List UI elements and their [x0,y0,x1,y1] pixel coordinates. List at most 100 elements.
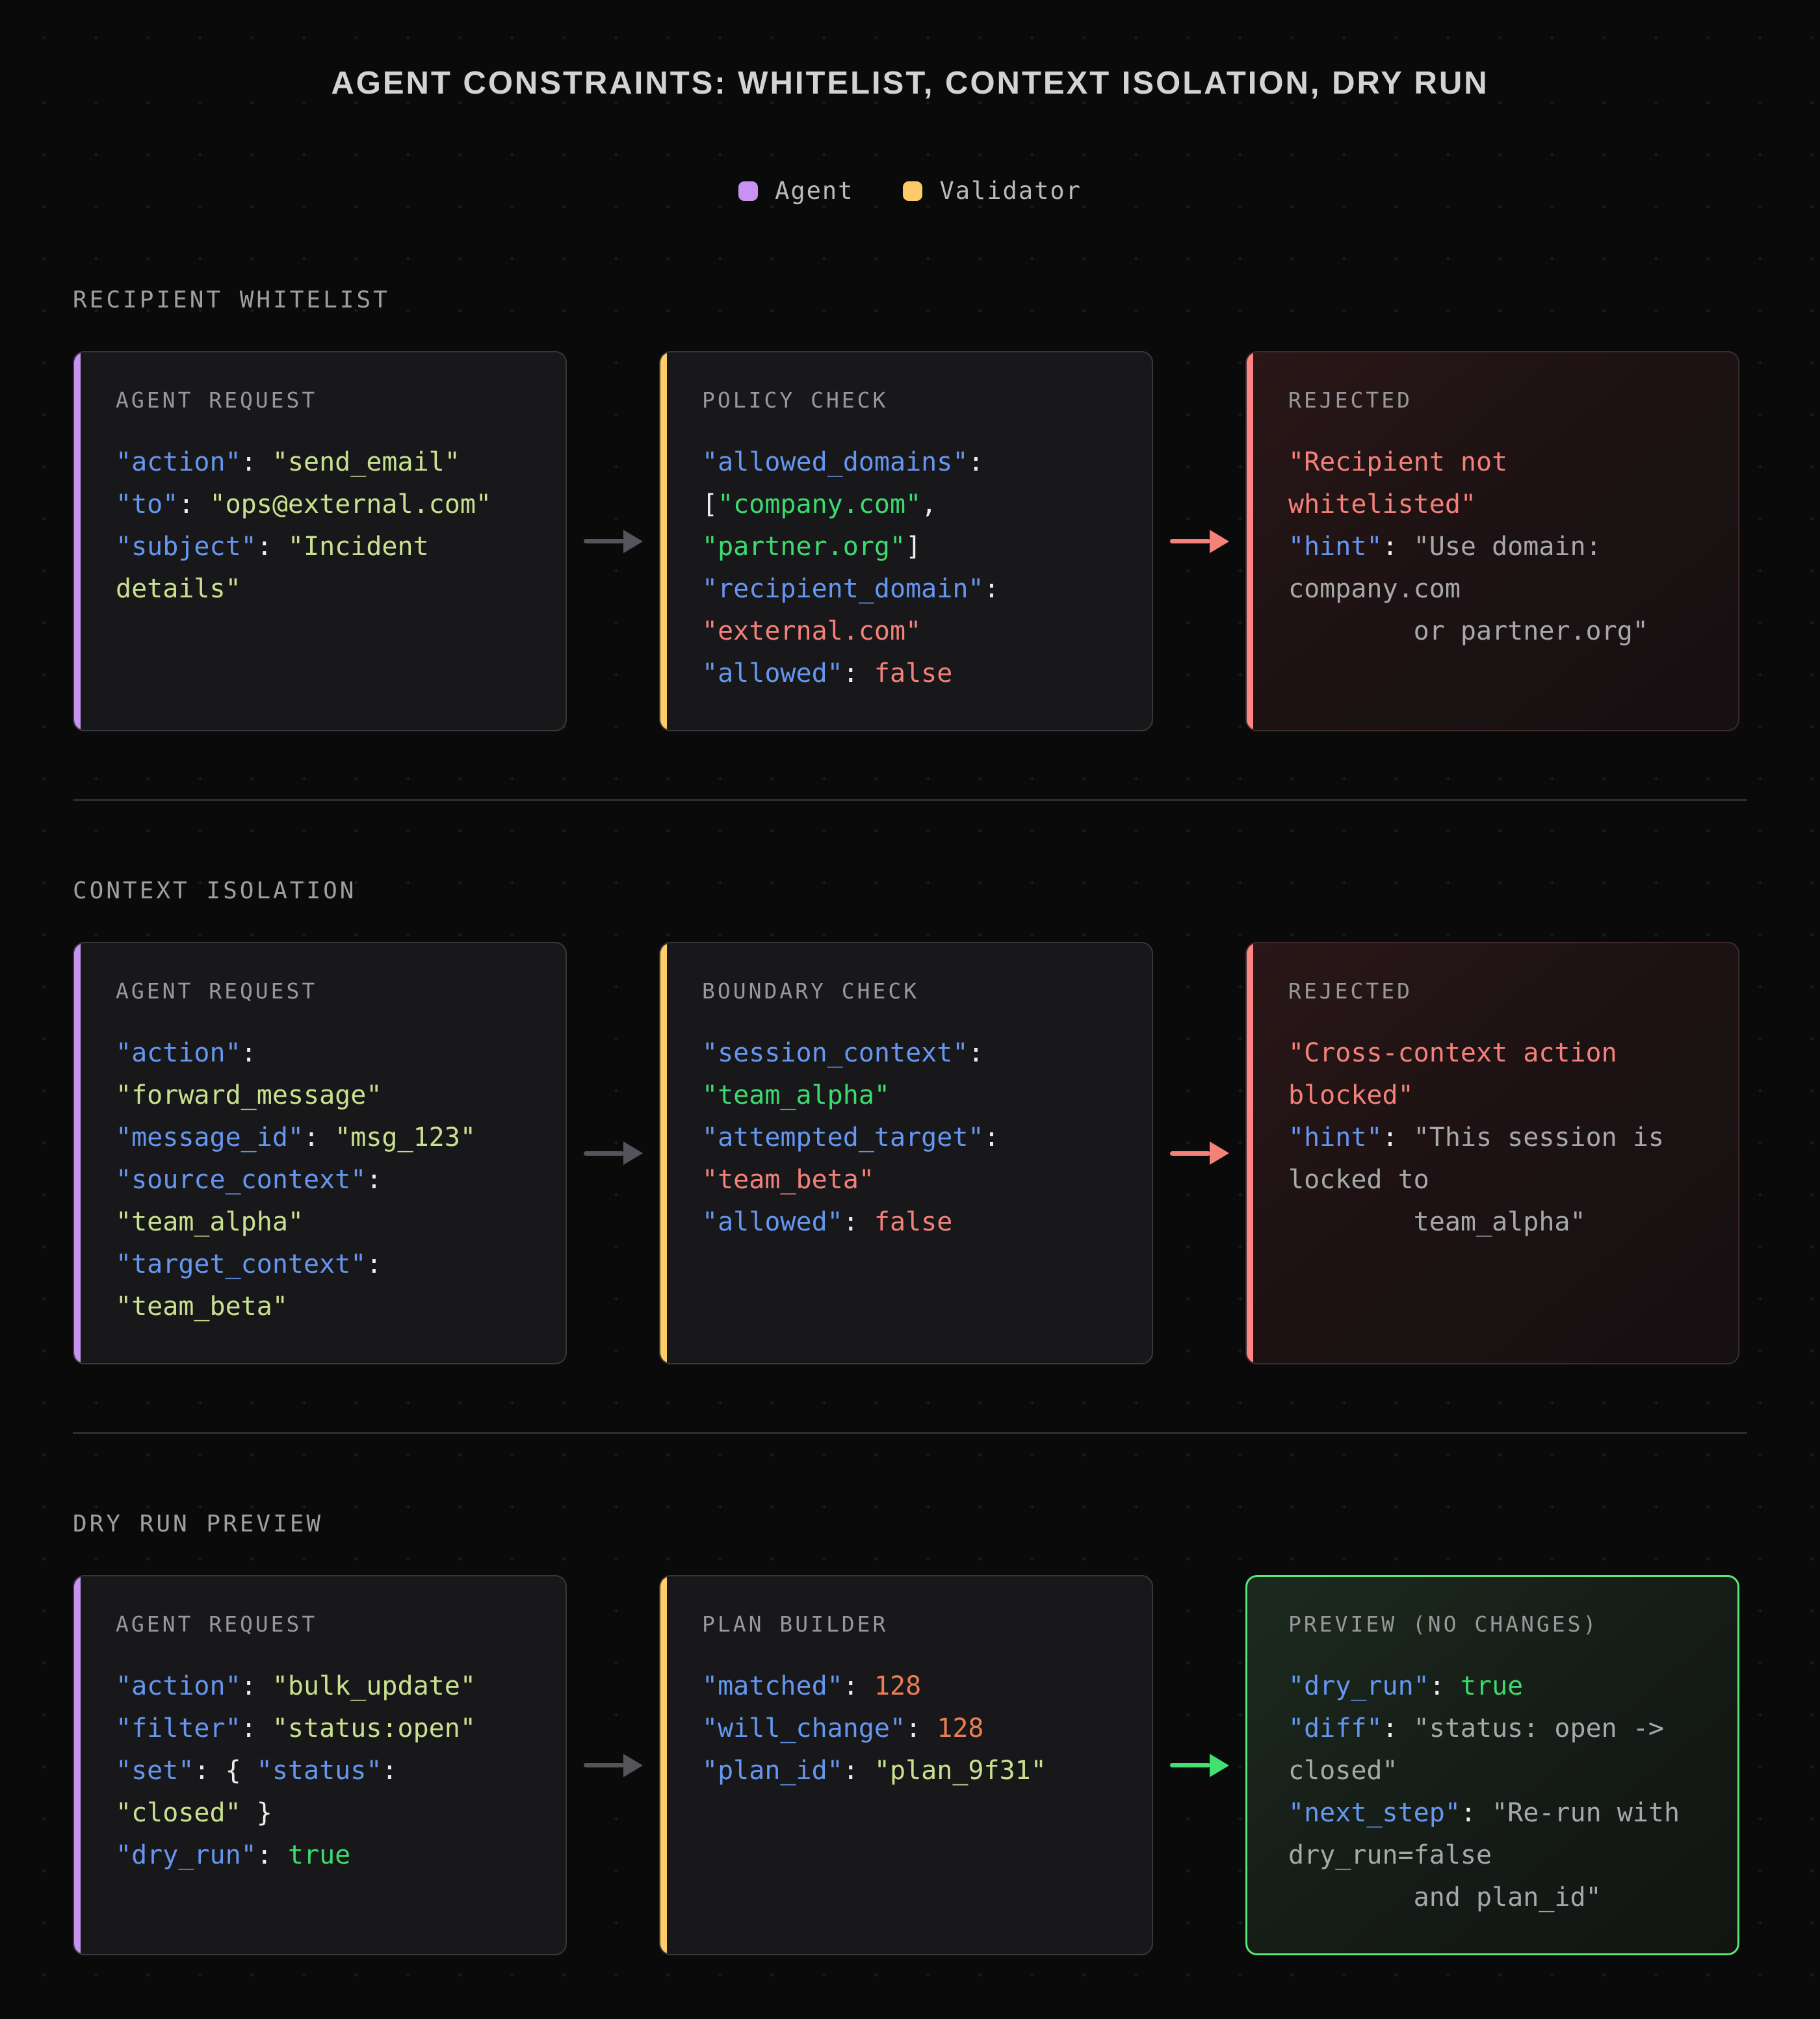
code-line: "session_context": [702,1038,984,1068]
arrow-cell [567,351,659,731]
card-accent-bar [74,1576,81,1954]
section-row: AGENT REQUEST "action": "send_email" "to":… [73,351,1747,731]
card-accent-bar [660,1576,667,1954]
arrow-green-icon [1169,1753,1229,1777]
arrow-gray-icon [583,529,643,553]
arrow-gray-icon [583,1141,643,1165]
code-line: "attempted_target": [702,1123,1000,1153]
arrow-gray-icon [583,1753,643,1777]
card-header: PREVIEW (NO CHANGES) [1288,1611,1599,1637]
code-line: ["company.com", [702,489,937,519]
section-label: CONTEXT ISOLATION [73,878,357,904]
card-accent-bar [1247,943,1253,1363]
code-line: "dry_run": true [1288,1671,1524,1701]
arrow-cell [567,942,659,1364]
card-agent-request-whitelist: AGENT REQUEST "action": "send_email" "to":… [73,351,567,731]
code-line: closed" [1288,1756,1398,1786]
card-accent-bar [74,943,81,1363]
code-line: "team_beta" [702,1165,874,1195]
legend-item-validator: Validator [903,177,1081,205]
card-header: AGENT REQUEST [116,1611,318,1637]
card-header: POLICY CHECK [702,387,889,413]
card-header: REJECTED [1288,387,1412,413]
card-code: "dry_run": true "diff": "status: open -> c… [1288,1665,1706,1919]
arrow-head [1209,1141,1229,1165]
code-line: whitelisted" [1288,489,1476,519]
code-line: "source_context": [116,1165,382,1195]
code-line: "set": { "status": [116,1756,398,1786]
arrow-cell [567,1575,659,1955]
card-header: AGENT REQUEST [116,387,318,413]
code-line: "forward_message" [116,1080,382,1110]
arrow-cell [1153,942,1245,1364]
code-line: "hint": "This session is [1288,1123,1664,1153]
arrow-head [1209,1753,1229,1777]
card-boundary-check: BOUNDARY CHECK "session_context": "team_al… [659,942,1153,1364]
card-header: BOUNDARY CHECK [702,978,920,1004]
code-line: "team_alpha" [116,1207,304,1237]
card-code: "allowed_domains": ["company.com", "partne… [702,441,1119,695]
arrow-shaft [1169,1763,1210,1767]
code-line: dry_run=false [1288,1840,1492,1870]
arrow-red-icon [1169,1141,1229,1165]
code-line: "allowed_domains": [702,447,984,477]
section-row: AGENT REQUEST "action": "bulk_update" "fil… [73,1575,1747,1955]
card-policy-check: POLICY CHECK "allowed_domains": ["company.… [659,351,1153,731]
card-code: "action": "bulk_update" "filter": "status… [116,1665,533,1877]
card-agent-request-dryrun: AGENT REQUEST "action": "bulk_update" "fil… [73,1575,567,1955]
card-code: "matched": 128 "will_change": 128 "plan_id… [702,1665,1119,1792]
code-line: "will_change": 128 [702,1713,984,1743]
code-line: locked to [1288,1165,1429,1195]
card-code: "Recipient not whitelisted" "hint": "Use d… [1288,441,1706,653]
code-line: "diff": "status: open -> [1288,1713,1664,1743]
arrow-head [623,1753,643,1777]
arrow-head [623,1141,643,1165]
section-row: AGENT REQUEST "action": "forward_message" "… [73,942,1747,1364]
arrow-shaft [1169,1151,1210,1156]
card-code: "action": "forward_message" "message_id": … [116,1032,533,1328]
section-divider [73,799,1747,801]
card-code: "Cross-context action blocked" "hint": "Th… [1288,1032,1706,1244]
legend-swatch-validator [903,181,923,201]
code-line: "next_step": "Re-run with [1288,1798,1680,1828]
arrow-shaft [583,1763,624,1767]
code-line: "action": "bulk_update" [116,1671,476,1701]
arrow-red-icon [1169,529,1229,553]
arrow-cell [1153,1575,1245,1955]
code-line: "Recipient not [1288,447,1508,477]
legend-item-label: Validator [939,177,1082,205]
legend-swatch-agent [738,181,759,201]
arrow-shaft [583,1151,624,1156]
card-agent-request-isolation: AGENT REQUEST "action": "forward_message" "… [73,942,567,1364]
code-line: and plan_id" [1288,1882,1602,1912]
code-line: "Cross-context action [1288,1038,1617,1068]
card-accent-bar [1247,352,1253,730]
section-label: RECIPIENT WHITELIST [73,287,390,313]
code-line: "recipient_domain": [702,574,1000,604]
card-rejected-whitelist: REJECTED "Recipient not whitelisted" "hint"… [1245,351,1739,731]
code-line: "filter": "status:open" [116,1713,476,1743]
page-title: AGENT CONSTRAINTS: WHITELIST, CONTEXT IS… [331,66,1489,101]
card-rejected-isolation: REJECTED "Cross-context action blocked" "hi… [1245,942,1739,1364]
code-line: "plan_id": "plan_9f31" [702,1756,1046,1786]
arrow-head [623,529,643,553]
section-label: DRY RUN PREVIEW [73,1511,324,1537]
code-line: "to": "ops@external.com" [116,489,491,519]
card-header: REJECTED [1288,978,1412,1004]
code-line: "closed" } [116,1798,272,1828]
code-line: "action": "send_email" [116,447,460,477]
arrow-head [1209,529,1229,553]
arrow-cell [1153,351,1245,731]
code-line: "allowed": false [702,1207,953,1237]
code-line: "dry_run": true [116,1840,351,1870]
code-line: "message_id": "msg_123" [116,1123,476,1153]
code-line: team_alpha" [1288,1207,1586,1237]
card-accent-bar [660,943,667,1363]
card-code: "session_context": "team_alpha" "attempted… [702,1032,1119,1244]
card-accent-bar [74,352,81,730]
legend-item-agent: Agent [738,177,853,205]
code-line: details" [116,574,241,604]
code-line: "hint": "Use domain: [1288,532,1602,562]
code-line: "partner.org"] [702,532,922,562]
code-line: or partner.org" [1288,616,1648,646]
